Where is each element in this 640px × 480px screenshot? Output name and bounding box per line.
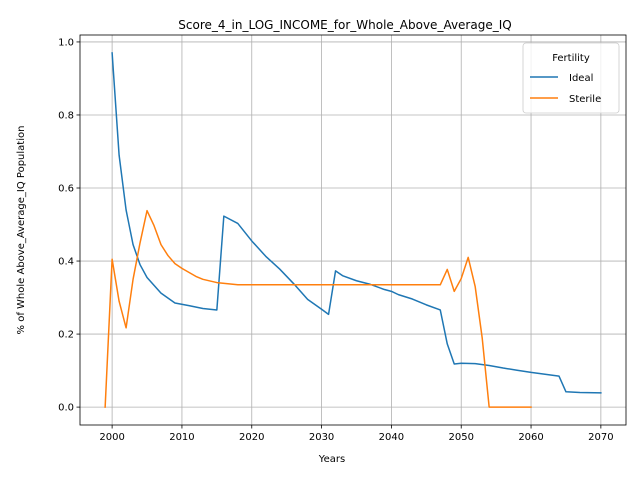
x-tick-label: 2070 bbox=[588, 432, 613, 443]
y-axis-ticks: 0.0 0.2 0.4 0.6 0.8 1.0 bbox=[58, 37, 80, 414]
x-tick-label: 2040 bbox=[379, 432, 404, 443]
y-tick-label: 0.6 bbox=[58, 184, 74, 195]
y-tick-label: 1.0 bbox=[58, 37, 74, 48]
chart-title: Score_4_in_LOG_INCOME_for_Whole_Above_Av… bbox=[178, 18, 511, 32]
x-tick-label: 2020 bbox=[239, 432, 264, 443]
legend-frame bbox=[522, 42, 620, 114]
legend-title: Fertility bbox=[552, 53, 590, 64]
x-axis-label: Years bbox=[318, 454, 345, 465]
x-tick-label: 2030 bbox=[309, 432, 334, 443]
legend: Fertility Ideal Sterile bbox=[522, 42, 620, 114]
y-tick-label: 0.0 bbox=[58, 403, 74, 414]
x-tick-label: 2060 bbox=[518, 432, 543, 443]
legend-label-ideal: Ideal bbox=[569, 73, 593, 84]
y-tick-label: 0.2 bbox=[58, 330, 74, 341]
x-axis-ticks: 2000 2010 2020 2030 2040 2050 2060 2070 bbox=[99, 425, 614, 443]
series-line-ideal bbox=[111, 52, 602, 394]
grid-lines bbox=[80, 35, 626, 425]
legend-label-sterile: Sterile bbox=[569, 94, 601, 105]
x-tick-label: 2050 bbox=[448, 432, 473, 443]
x-tick-label: 2000 bbox=[99, 432, 124, 443]
series-lines bbox=[104, 52, 602, 408]
y-tick-label: 0.4 bbox=[58, 257, 74, 268]
series-line-sterile bbox=[104, 209, 532, 408]
plot-area-frame bbox=[79, 34, 627, 426]
y-axis-label: % of Whole Above_Average_IQ Population bbox=[16, 126, 27, 335]
y-tick-label: 0.8 bbox=[58, 110, 74, 121]
x-tick-label: 2010 bbox=[169, 432, 194, 443]
